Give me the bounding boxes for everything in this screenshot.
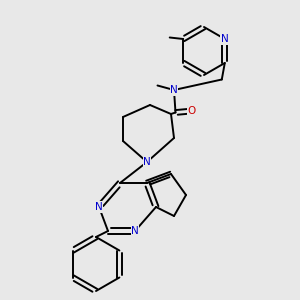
Text: N: N bbox=[221, 34, 229, 44]
Text: N: N bbox=[143, 157, 151, 167]
Text: O: O bbox=[188, 106, 196, 116]
Text: N: N bbox=[131, 226, 139, 236]
Text: N: N bbox=[170, 85, 178, 95]
Text: N: N bbox=[95, 202, 103, 212]
